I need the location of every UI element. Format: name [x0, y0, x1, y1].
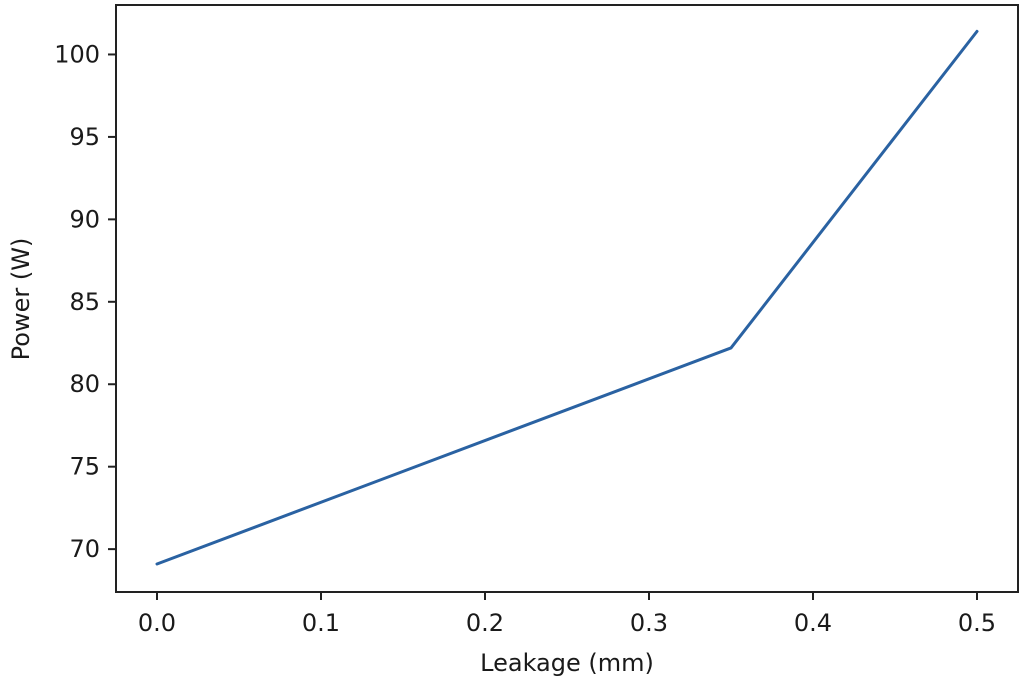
y-tick-label: 80: [69, 370, 100, 398]
x-tick-label: 0.0: [138, 609, 176, 637]
series-layer: [155, 29, 979, 566]
y-axis: 70 75 80 85 90 95 100: [54, 40, 116, 563]
y-tick-label: 90: [69, 205, 100, 233]
x-axis: 0.0 0.1 0.2 0.3 0.4 0.5: [138, 592, 996, 637]
plot-area-frame: [115, 4, 1019, 593]
x-tick-label: 0.3: [630, 609, 668, 637]
x-tick-label: 0.2: [466, 609, 504, 637]
y-tick-label: 70: [69, 535, 100, 563]
y-tick-label: 100: [54, 40, 100, 68]
y-tick-label: 75: [69, 453, 100, 481]
y-tick-label: 95: [69, 123, 100, 151]
x-tick-label: 0.5: [958, 609, 996, 637]
series-line: [155, 29, 979, 566]
x-tick-label: 0.1: [302, 609, 340, 637]
y-tick-label: 85: [69, 288, 100, 316]
x-tick-label: 0.4: [794, 609, 832, 637]
x-axis-title: Leakage (mm): [480, 649, 654, 677]
y-axis-title: Power (W): [7, 238, 35, 361]
